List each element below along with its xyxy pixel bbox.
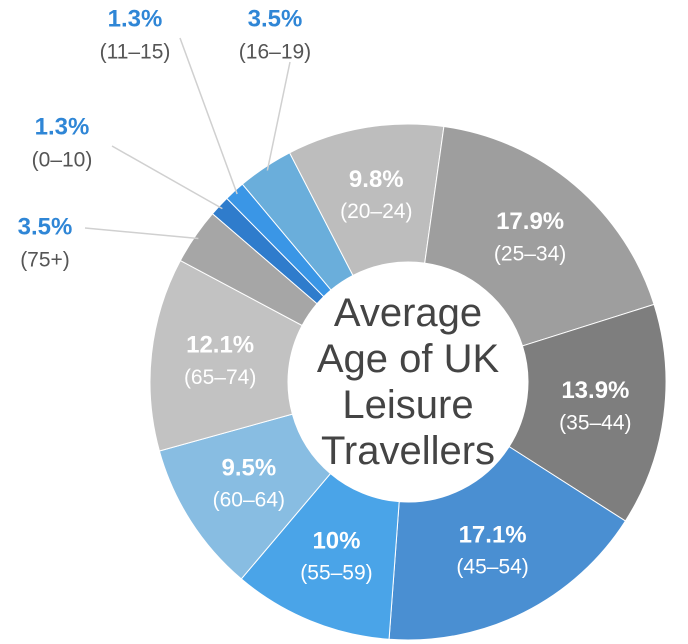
category-label: (60–64) [213,488,285,511]
donut-slice [179,213,318,327]
value-label: 3.5% [248,5,303,32]
category-label: (65–74) [184,366,256,389]
category-label: (0–10) [32,149,93,172]
category-label: (55–59) [300,561,372,584]
donut-slice [388,445,627,641]
value-label: 17.9% [496,208,564,235]
leader-line [84,227,199,240]
category-label: (20–24) [340,200,412,223]
value-label: 12.1% [186,332,254,359]
donut-slice [508,303,667,522]
leader-line [266,61,291,171]
category-label: (45–54) [456,556,528,579]
value-label: 3.5% [18,213,73,240]
value-label: 17.1% [459,521,527,548]
value-label: 13.9% [561,377,629,404]
chart-title: Average Age of UK Leisure Travellers [316,291,500,473]
leader-line [179,37,238,195]
category-label: (11–15) [100,41,171,64]
category-label: (25–34) [494,242,566,265]
donut-slice [424,125,655,347]
value-label: 10% [312,527,360,554]
category-label: (35–44) [559,411,631,434]
category-label: (75+) [20,249,70,272]
leader-line [111,145,223,210]
category-label: (16–19) [239,41,311,64]
value-label: 1.3% [108,5,163,32]
value-label: 9.5% [221,454,276,481]
value-label: 1.3% [35,113,90,140]
value-label: 9.8% [349,166,404,193]
